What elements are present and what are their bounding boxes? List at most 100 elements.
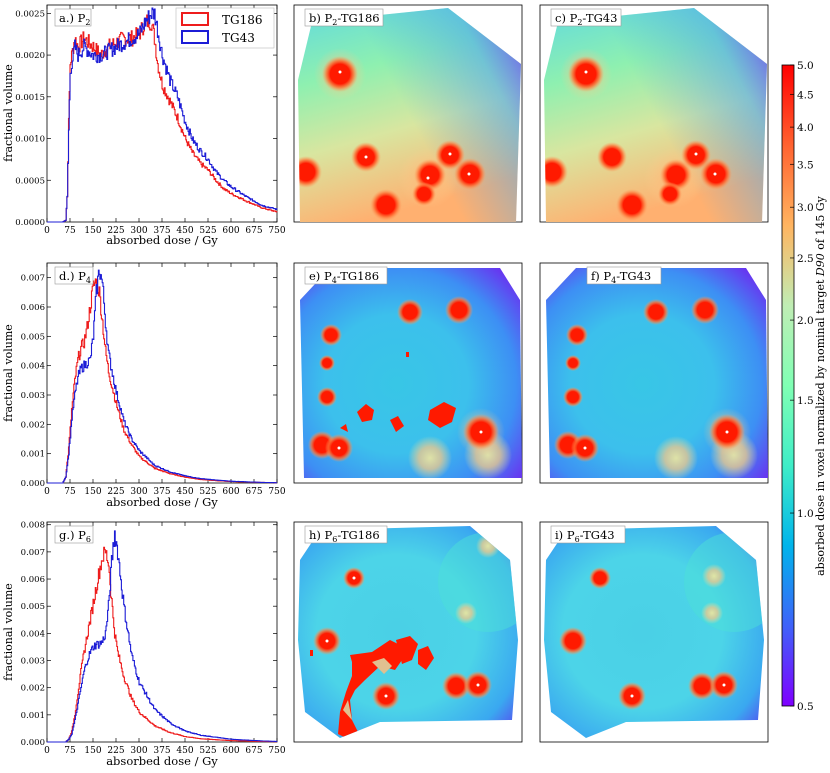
panel-label: a.) P2 (54, 8, 92, 27)
y-axis-label: fractional volume (2, 324, 15, 422)
series-line-tg43 (47, 530, 278, 743)
y-tick-label: 0.008 (21, 521, 45, 531)
dose-map-p2-tg186: b) P2-TG186 (293, 4, 523, 223)
x-tick-label: 750 (268, 487, 285, 497)
series-lines (47, 7, 278, 223)
y-tick-labels: 0.000 0.001 0.002 0.003 0.004 0.005 0.006 0.007… (21, 521, 45, 748)
y-tick-label: 0.002 (21, 420, 45, 430)
x-tick-label: 0 (44, 746, 50, 756)
x-tick-label: 150 (84, 746, 101, 756)
map-label: i) P6-TG43 (550, 525, 626, 544)
x-tick-label: 150 (84, 487, 101, 497)
x-tick-label: 525 (199, 746, 216, 756)
x-tick-label: 75 (64, 746, 76, 756)
svg-text:f) P4-TG43: f) P4-TG43 (591, 269, 651, 285)
x-axis-label: absorbed dose / Gy (106, 233, 218, 247)
y-tick-label: 0.006 (21, 303, 45, 313)
y-axis-label: fractional volume (2, 583, 15, 681)
svg-text:g.) P6: g.) P6 (59, 528, 91, 544)
x-tick-label: 750 (268, 746, 285, 756)
colorbar-tick-label: 1.5 (797, 395, 814, 407)
x-tick-label: 675 (245, 746, 262, 756)
x-tick-label: 300 (130, 746, 147, 756)
dvh-panel-row3: 0 75 150 225 300 375 450 525 600 675 750 0.000 0.00… (2, 521, 286, 768)
x-tick-label: 675 (245, 226, 262, 236)
x-tick-label: 375 (153, 487, 170, 497)
y-tick-label: 0.0000 (15, 218, 45, 228)
y-tick-label: 0.0025 (15, 9, 45, 19)
panel-label: g.) P6 (54, 525, 94, 544)
x-tick-labels: 0 75 150 225 300 375 450 525 600 675 750 (44, 487, 286, 497)
x-tick-label: 525 (199, 487, 216, 497)
axis-ticks (46, 522, 278, 743)
series-line-tg186 (47, 546, 277, 743)
colorbar-tick-label: 4.5 (797, 89, 814, 101)
x-tick-label: 450 (176, 487, 193, 497)
y-tick-label: 0.001 (21, 711, 45, 721)
x-tick-labels: 0 75 150 225 300 375 450 525 600 675 750 (44, 746, 286, 756)
y-tick-labels: 0.0000 0.0005 0.0010 0.0015 0.0020 0.0025 (15, 9, 45, 228)
x-tick-label: 300 (130, 487, 147, 497)
colorbar-tick-label: 3.0 (797, 202, 814, 214)
y-tick-label: 0.000 (21, 479, 45, 489)
map-label: e) P4-TG186 (304, 266, 388, 285)
panel-label-sub: 2 (85, 18, 90, 27)
x-tick-label: 525 (199, 226, 216, 236)
y-axis-label: fractional volume (2, 64, 15, 162)
x-tick-label: 225 (107, 746, 124, 756)
x-tick-label: 0 (44, 226, 50, 236)
dose-map-p4-tg43: f) P4-TG43 (539, 262, 769, 484)
colorbar: 5.0 4.5 4.0 3.5 3.0 2.5 2.0 1.5 1.0 0.5 absorbed … (781, 60, 827, 713)
y-tick-label: 0.006 (21, 575, 45, 585)
x-tick-label: 600 (222, 226, 239, 236)
dose-map-p4-tg186: e) P4-TG186 (293, 262, 523, 484)
colorbar-tick-label: 0.5 (797, 701, 814, 713)
y-tick-label: 0.007 (21, 548, 45, 558)
legend: TG186 TG43 (175, 7, 275, 49)
y-tick-label: 0.0020 (15, 51, 45, 61)
y-tick-label: 0.000 (21, 738, 45, 748)
x-tick-label: 375 (153, 746, 170, 756)
x-tick-labels: 0 75 150 225 300 375 450 525 600 675 750 (44, 226, 286, 236)
dose-map-p6-tg43: i) P6-TG43 (539, 521, 769, 743)
map-label: b) P2-TG186 (304, 8, 384, 27)
x-tick-label: 225 (107, 487, 124, 497)
colorbar-tick-label: 1.0 (797, 508, 814, 520)
x-tick-label: 675 (245, 487, 262, 497)
x-tick-label: 750 (268, 226, 285, 236)
y-tick-label: 0.005 (21, 602, 45, 612)
series-lines (47, 269, 277, 484)
x-tick-label: 600 (222, 487, 239, 497)
legend-label-tg186: TG186 (222, 13, 263, 27)
y-tick-label: 0.007 (21, 274, 45, 284)
plot-frame (46, 521, 278, 743)
svg-text:h) P6-TG186: h) P6-TG186 (309, 528, 380, 544)
svg-text:c) P2-TG43: c) P2-TG43 (555, 11, 617, 27)
y-tick-label: 0.0015 (15, 93, 45, 103)
x-tick-label: 0 (44, 487, 50, 497)
x-tick-label: 450 (176, 226, 193, 236)
svg-text:b) P2-TG186: b) P2-TG186 (309, 11, 380, 27)
map-label: h) P6-TG186 (304, 525, 388, 544)
colorbar-tick-label: 2.5 (797, 253, 814, 265)
axis-ticks (46, 5, 278, 223)
dvh-panel-row2: 0 75 150 225 300 375 450 525 600 675 750 0.0000.00… (2, 262, 286, 509)
series-lines (47, 530, 278, 743)
y-tick-label: 0.001 (21, 450, 45, 460)
panel-label: d.) P4 (54, 266, 94, 285)
x-tick-label: 225 (107, 226, 124, 236)
x-axis-label: absorbed dose / Gy (106, 495, 218, 509)
colorbar-ticks: 5.0 4.5 4.0 3.5 3.0 2.5 2.0 1.5 1.0 0.5 (790, 60, 814, 713)
x-tick-label: 75 (64, 226, 76, 236)
x-tick-label: 600 (222, 746, 239, 756)
y-tick-label: 0.003 (21, 657, 45, 667)
x-tick-label: 450 (176, 746, 193, 756)
y-tick-label: 0.004 (21, 629, 45, 639)
y-tick-labels: 0.000 0.001 0.002 0.003 0.004 0.005 0.006 0.007 (21, 274, 45, 489)
svg-text:a.) P2: a.) P2 (59, 11, 91, 27)
panel-label-main: a.) P (59, 11, 86, 25)
series-line-tg186 (47, 14, 278, 223)
colorbar-tick-label: 5.0 (797, 60, 814, 72)
plot-frame (46, 262, 278, 484)
